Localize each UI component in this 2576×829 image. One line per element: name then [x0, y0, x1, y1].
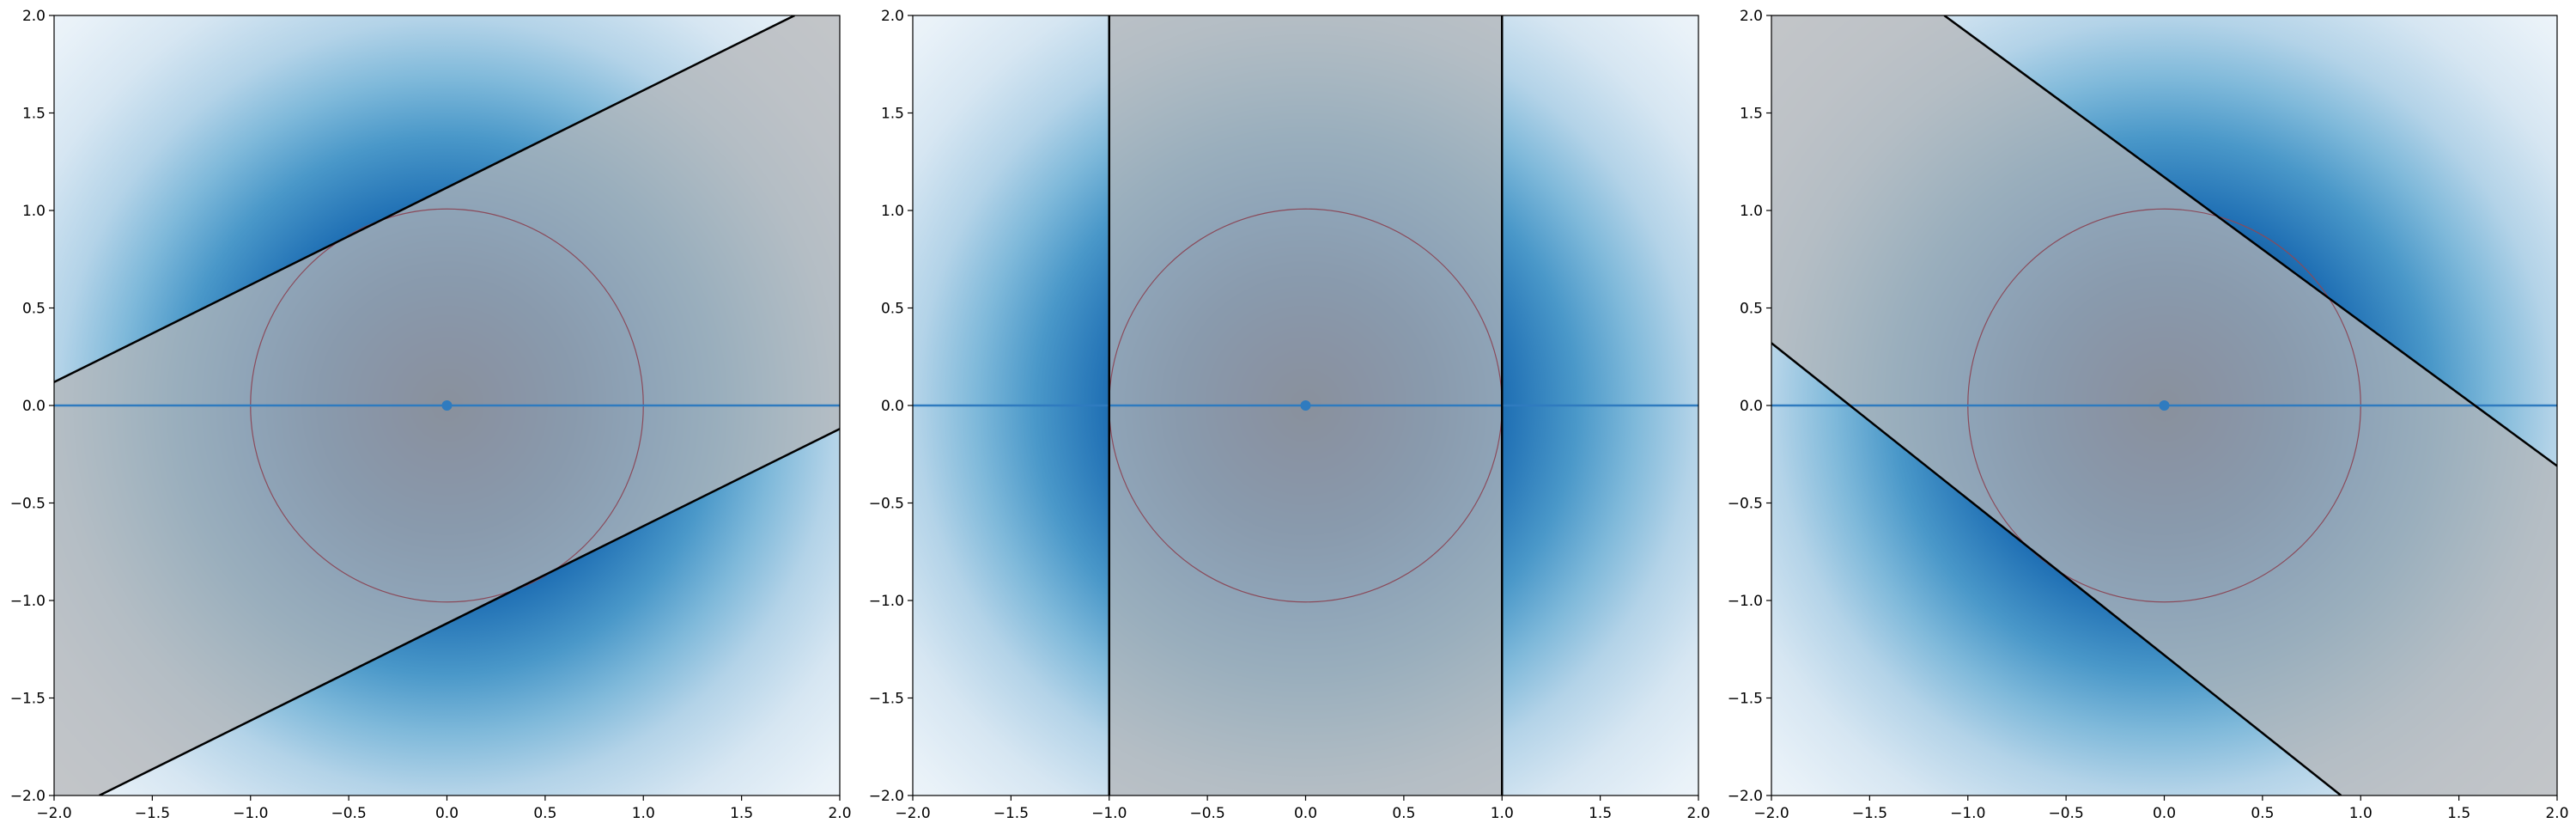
y-tick-label: −1.5	[869, 691, 904, 708]
y-tick-label: 1.0	[881, 203, 904, 220]
panel-left: −2.0 −1.5 −1.0 −0.5 0.0 0.5 1.0 1.5 2.0 −2.0 −1.5 −…	[10, 8, 852, 822]
y-tick-label: 1.5	[22, 106, 46, 123]
y-tick-label: 1.0	[1740, 203, 1763, 220]
y-tick-label: 0.5	[22, 301, 46, 318]
x-tick-label: −0.5	[331, 805, 366, 822]
y-tick-label: −1.5	[10, 691, 46, 708]
y-tick-label: −1.0	[869, 593, 904, 610]
y-tick-label: −0.5	[1728, 496, 1763, 513]
x-tick-label: 0.5	[1392, 805, 1415, 822]
x-tick-label: −0.5	[1189, 805, 1224, 822]
x-tick-label: 2.0	[1686, 805, 1710, 822]
y-tick-label: 2.0	[881, 8, 904, 25]
boundary-line-1	[1943, 15, 2557, 467]
x-tick-label: −0.5	[2048, 805, 2083, 822]
y-tick-label: −2.0	[869, 788, 904, 805]
y-tick-label: 0.5	[881, 301, 904, 318]
boundary-line-2	[1771, 342, 2342, 795]
x-tick-label: 0.5	[533, 805, 556, 822]
boundary-line-2	[99, 428, 840, 795]
x-tick-label: 0.0	[2153, 805, 2176, 822]
center-point	[1300, 400, 1311, 411]
y-tick-label: 1.0	[22, 203, 46, 220]
x-tick-label: −1.0	[1091, 805, 1127, 822]
x-tick-label: 0.5	[2251, 805, 2274, 822]
x-tick-label: 1.5	[1589, 805, 1612, 822]
center-point	[2159, 400, 2170, 411]
y-tick-label: −2.0	[10, 788, 46, 805]
x-tick-label: 0.0	[435, 805, 459, 822]
y-tick-label: 0.0	[1740, 398, 1763, 415]
x-tick-label: −2.0	[1753, 805, 1789, 822]
panel-center: −2.0 −1.5 −1.0 −0.5 0.0 0.5 1.0 1.5 2.0 −2.0 −1.5 −…	[869, 8, 1710, 822]
x-tick-label: −2.0	[36, 805, 71, 822]
y-tick-label: −2.0	[1728, 788, 1763, 805]
x-tick-label: −1.5	[1852, 805, 1887, 822]
y-tick-label: 2.0	[22, 8, 46, 25]
y-tick-label: 1.5	[1740, 106, 1763, 123]
y-tick-label: 0.5	[1740, 301, 1763, 318]
x-tick-label: 1.0	[1491, 805, 1514, 822]
y-tick-label: 1.5	[881, 106, 904, 123]
x-tick-label: −1.0	[1950, 805, 1985, 822]
y-tick-label: 0.0	[22, 398, 46, 415]
x-tick-label: −1.0	[233, 805, 268, 822]
x-tick-label: 0.0	[1294, 805, 1317, 822]
panel-right: −2.0 −1.5 −1.0 −0.5 0.0 0.5 1.0 1.5 2.0 −2.0 −1.5 −…	[1728, 8, 2569, 822]
y-tick-label: −1.0	[10, 593, 46, 610]
y-tick-label: 0.0	[881, 398, 904, 415]
x-tick-label: 2.0	[828, 805, 851, 822]
x-tick-label: 1.5	[2447, 805, 2470, 822]
y-tick-label: 2.0	[1740, 8, 1763, 25]
x-tick-label: 1.0	[2349, 805, 2372, 822]
boundary-line-1	[54, 15, 795, 383]
x-tick-label: −2.0	[895, 805, 930, 822]
y-tick-label: −1.0	[1728, 593, 1763, 610]
y-tick-label: −0.5	[869, 496, 904, 513]
center-point	[441, 400, 453, 411]
x-tick-label: −1.5	[993, 805, 1029, 822]
x-tick-label: 1.5	[730, 805, 753, 822]
x-tick-label: −1.5	[135, 805, 170, 822]
y-tick-label: −0.5	[10, 496, 46, 513]
x-tick-label: 1.0	[632, 805, 655, 822]
x-tick-label: 2.0	[2545, 805, 2568, 822]
y-tick-label: −1.5	[1728, 691, 1763, 708]
